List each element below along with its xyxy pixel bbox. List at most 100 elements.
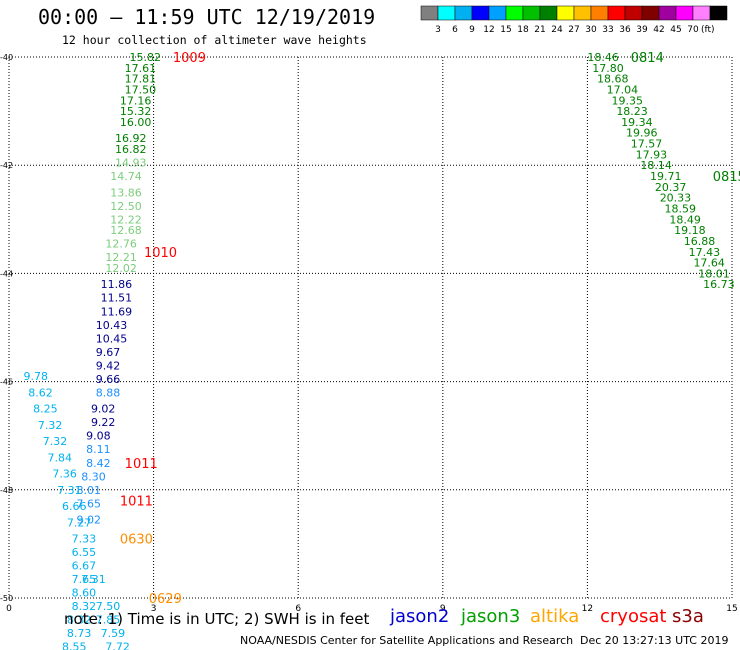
legend-jason2: jason2 <box>390 606 450 627</box>
data-point-label: 17.81 <box>125 73 156 86</box>
colorbar-label: 3 <box>435 25 441 35</box>
pass-time-label: 0630 <box>120 532 153 547</box>
data-point-label: 17.43 <box>689 246 721 259</box>
data-point-label: 8.01 <box>76 484 101 497</box>
y-tick-label: -48 <box>0 486 13 495</box>
colorbar-label: 24 <box>551 25 563 35</box>
colorbar-label: 6 <box>452 25 458 35</box>
colorbar-swatch <box>539 5 558 21</box>
data-point-label: 14.93 <box>115 156 147 169</box>
colorbar-swatch <box>471 5 490 21</box>
data-point-label: 18.01 <box>698 267 730 280</box>
data-point-label: 7.84 <box>48 451 72 464</box>
colorbar-swatch <box>454 5 473 21</box>
data-point-label: 8.88 <box>96 386 121 399</box>
colorbar-label: 70 <box>687 25 699 35</box>
data-point-label: 19.35 <box>612 94 644 107</box>
data-point-label: 7.32 <box>38 419 63 432</box>
data-point-label: 9.78 <box>23 370 48 383</box>
colorbar-swatch <box>522 5 541 21</box>
data-point-label: 12.50 <box>110 200 142 213</box>
colorbar-swatch <box>658 5 677 21</box>
y-tick-label: -40 <box>0 53 13 62</box>
data-point-label: 12.02 <box>105 262 136 275</box>
colorbar-label: 18 <box>517 25 529 35</box>
data-point-label: 15.82 <box>130 51 162 64</box>
data-point-label: 17.57 <box>631 138 663 151</box>
colorbar-swatch <box>607 5 626 21</box>
data-point-label: 9.22 <box>91 416 116 429</box>
data-point-label: 7.65 <box>72 573 97 586</box>
colorbar-label: 15 <box>500 25 511 35</box>
data-point-label: 6.55 <box>72 546 97 559</box>
data-point-label: 14.74 <box>110 170 142 183</box>
data-point-label: 17.61 <box>125 62 156 75</box>
colorbar-swatch <box>556 5 575 21</box>
data-point-label: 7.33 <box>72 532 97 545</box>
colorbar-label: 12 <box>483 25 494 35</box>
x-tick-label: 0 <box>6 604 12 614</box>
data-point-label: 9.67 <box>96 346 121 359</box>
colorbar-label: 33 <box>602 25 613 35</box>
data-point-label: 7.27 <box>67 516 92 529</box>
colorbar-swatch <box>624 5 643 21</box>
x-tick-label: 6 <box>295 604 301 614</box>
colorbar-label: 27 <box>568 25 579 35</box>
x-tick-label: 15 <box>726 604 737 614</box>
data-point-label: 11.51 <box>101 292 133 305</box>
data-point-label: 11.69 <box>101 305 133 318</box>
data-point-label: 10.45 <box>96 332 128 345</box>
pass-time-label: 1011 <box>120 495 153 510</box>
data-point-label: 7.85 <box>96 614 121 627</box>
data-point-label: 12.22 <box>110 213 142 226</box>
colorbar-swatch <box>505 5 524 21</box>
x-tick-label: 12 <box>582 604 593 614</box>
data-point-label: 16.73 <box>703 278 735 291</box>
colorbar-swatch <box>709 5 728 21</box>
data-point-label: 7.72 <box>105 641 129 650</box>
data-point-label: 8.73 <box>67 627 92 640</box>
data-point-label: 18.59 <box>665 202 697 215</box>
data-point-label: 8.11 <box>86 443 111 456</box>
colorbar-label: 9 <box>469 25 475 35</box>
data-point-label: 7.32 <box>43 435 68 448</box>
pass-time-label: 0814 <box>631 51 664 66</box>
page-subtitle: 12 hour collection of altimeter wave hei… <box>62 33 367 47</box>
data-point-label: 8.60 <box>72 587 97 600</box>
colorbar-label: 36 <box>619 25 631 35</box>
colorbar-label: 45 <box>670 25 681 35</box>
x-tick-label: 3 <box>151 604 157 614</box>
pass-time-label: 1010 <box>144 246 177 261</box>
colorbar-label: 39 <box>636 25 648 35</box>
data-point-label: 19.18 <box>674 224 706 237</box>
y-tick-label: -50 <box>0 594 13 603</box>
colorbar-swatch <box>675 5 694 21</box>
colorbar-swatch <box>573 5 592 21</box>
data-point-label: 19.34 <box>621 116 653 129</box>
data-point-label: 18.68 <box>597 73 629 86</box>
data-point-label: 20.33 <box>660 192 692 205</box>
data-point-label: 8.62 <box>28 386 52 399</box>
data-point-label: 17.50 <box>125 83 156 96</box>
pass-time-label: 1011 <box>125 457 158 472</box>
data-point-label: 19.96 <box>626 127 658 140</box>
data-point-label: 8.32 <box>72 600 97 613</box>
data-point-label: 20.37 <box>655 181 687 194</box>
y-tick-label: -44 <box>0 269 13 278</box>
pass-time-label: 1009 <box>173 51 206 66</box>
data-point-label: 18.49 <box>669 213 701 226</box>
data-point-label: 15.32 <box>120 105 152 118</box>
data-point-label: 17.64 <box>693 257 725 270</box>
data-point-label: 18.23 <box>616 105 648 118</box>
colorbar-label: 42 <box>653 25 664 35</box>
data-point-label: 11.86 <box>101 278 133 291</box>
colorbar-unit: (ft) <box>701 25 715 35</box>
data-point-label: 17.93 <box>636 148 668 161</box>
colorbar-label: 30 <box>585 25 597 35</box>
colorbar-swatch <box>641 5 660 21</box>
colorbar-label: 21 <box>534 25 545 35</box>
data-point-label: 16.88 <box>684 235 716 248</box>
page-title: 00:00 – 11:59 UTC 12/19/2019 <box>38 5 376 29</box>
data-point-label: 12.76 <box>105 238 136 251</box>
